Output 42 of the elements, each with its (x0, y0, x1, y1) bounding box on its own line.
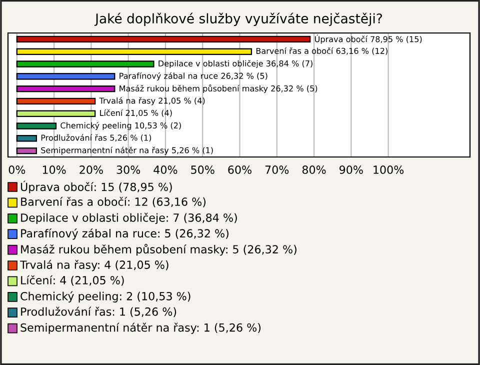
x-tick-label: 100% (374, 166, 404, 174)
x-tick-label: 20% (80, 166, 103, 174)
text: Úprava obočí: 15 (78,95 %) (20, 180, 172, 194)
data-label: Parafínový zábal na ruce 26,32 % (5) (120, 72, 268, 80)
x-tick-label: 40% (154, 166, 178, 174)
bar (16, 85, 116, 92)
x-tick-label: 10% (42, 166, 66, 174)
text: Semipermanentní nátěr na řasy: 1 (5,26 %) (20, 322, 261, 334)
data-label: Trvalá na řasy 21,05 % (4) (99, 97, 205, 106)
text: Depilace v oblasti obličeje: 7 (36,84 %) (21, 212, 237, 224)
text: Líčení: 4 (21,05 %) (21, 275, 124, 286)
bar (16, 135, 38, 142)
text: Masáž rukou během působení masky: 5 (26,32 %) (21, 244, 296, 256)
data-label: Chemický peeling 10,53 % (2) (60, 122, 181, 130)
bar (16, 73, 116, 80)
x-tick-label: 70% (265, 166, 289, 174)
text: Trvalá na řasy: 4 (21,05 %) (20, 260, 168, 272)
x-tick-label: 80% (302, 166, 326, 174)
bar (16, 48, 252, 55)
data-label: Prodlužování řas 5,26 % (1) (41, 134, 152, 142)
x-tick-label: 30% (116, 166, 140, 174)
bar (16, 60, 154, 68)
chart-title: Jaké doplňkové služby využíváte nejčastěji? (94, 12, 382, 26)
bar (16, 36, 311, 43)
data-label: Depilace v oblasti obličeje 36,84 % (7) (158, 60, 312, 68)
text: Prodlužování řas: 1 (5,26 %) (21, 306, 176, 318)
data-label: Masáž rukou během působení masky 26,32 % (5) (120, 84, 318, 94)
data-label: Líčení 21,05 % (4) (100, 109, 172, 117)
x-tick-label: 90% (340, 166, 363, 174)
x-tick-label: 50% (191, 166, 214, 174)
text: Parafínový zábal na ruce: 5 (26,32 %) (21, 228, 228, 240)
bar (16, 110, 96, 117)
bar (16, 98, 96, 105)
data-label: Úprava obočí 78,95 % (15) (314, 34, 422, 44)
text: Chemický peeling: 2 (10,53 %) (20, 291, 190, 302)
data-label: Semipermanentní nátěr na řasy 5,26 % (1) (41, 146, 213, 155)
x-tick-label: 60% (228, 166, 252, 174)
data-label: Barvení řas a obočí 63,16 % (12) (256, 47, 388, 55)
bar (16, 122, 57, 130)
text: Barvení řas a obočí: 12 (63,16 %) (21, 196, 206, 208)
x-tick-label: 0% (8, 166, 26, 174)
bar (16, 147, 38, 154)
